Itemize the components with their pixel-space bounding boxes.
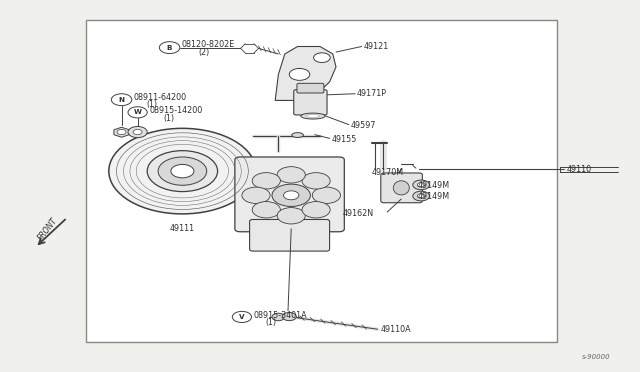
- Circle shape: [277, 167, 305, 183]
- Text: (1): (1): [163, 114, 174, 123]
- Circle shape: [111, 94, 132, 106]
- Polygon shape: [114, 127, 129, 137]
- Circle shape: [272, 184, 310, 206]
- FancyBboxPatch shape: [250, 219, 330, 251]
- Polygon shape: [275, 46, 336, 100]
- Circle shape: [289, 68, 310, 80]
- FancyBboxPatch shape: [381, 173, 422, 203]
- Text: (2): (2): [198, 48, 210, 57]
- Text: N: N: [118, 97, 125, 103]
- Text: 49155: 49155: [332, 135, 357, 144]
- Text: 49121: 49121: [364, 42, 388, 51]
- Circle shape: [128, 107, 147, 118]
- Circle shape: [242, 187, 270, 203]
- Text: 08915-3401A: 08915-3401A: [253, 311, 307, 320]
- Text: s-90000: s-90000: [582, 354, 611, 360]
- Text: 49597: 49597: [351, 121, 376, 130]
- Ellipse shape: [301, 113, 325, 119]
- Ellipse shape: [292, 133, 303, 138]
- Circle shape: [232, 311, 252, 323]
- Circle shape: [312, 187, 340, 203]
- FancyBboxPatch shape: [297, 83, 324, 93]
- Text: 49149M: 49149M: [417, 192, 449, 201]
- Text: (1): (1): [146, 100, 157, 109]
- Text: 49149M: 49149M: [417, 181, 449, 190]
- Circle shape: [417, 194, 425, 198]
- Circle shape: [117, 129, 126, 135]
- Circle shape: [171, 164, 194, 178]
- Circle shape: [272, 313, 285, 321]
- Circle shape: [413, 191, 429, 201]
- Ellipse shape: [393, 181, 410, 195]
- Circle shape: [302, 202, 330, 218]
- Circle shape: [252, 173, 280, 189]
- Text: 49171P: 49171P: [357, 89, 387, 98]
- Text: B: B: [167, 45, 172, 51]
- FancyBboxPatch shape: [235, 157, 344, 232]
- FancyBboxPatch shape: [294, 90, 327, 115]
- Text: V: V: [239, 314, 244, 320]
- Circle shape: [282, 312, 296, 321]
- Circle shape: [252, 202, 280, 218]
- Text: 08911-64200: 08911-64200: [133, 93, 186, 102]
- Circle shape: [133, 129, 142, 135]
- Text: 08120-8202E: 08120-8202E: [181, 40, 234, 49]
- Circle shape: [284, 191, 299, 200]
- Text: 49162N: 49162N: [343, 209, 374, 218]
- Circle shape: [159, 42, 180, 54]
- Circle shape: [413, 180, 429, 190]
- Circle shape: [314, 53, 330, 62]
- Circle shape: [302, 173, 330, 189]
- Text: FRONT: FRONT: [36, 216, 60, 242]
- Text: 49170M: 49170M: [371, 169, 403, 177]
- Circle shape: [128, 126, 147, 138]
- Text: 49110: 49110: [566, 165, 591, 174]
- Text: 49111: 49111: [170, 224, 195, 233]
- Circle shape: [109, 128, 256, 214]
- Text: 49110A: 49110A: [381, 326, 412, 334]
- Bar: [86, 20, 557, 342]
- Circle shape: [147, 151, 218, 192]
- Text: 08915-14200: 08915-14200: [149, 106, 202, 115]
- Text: (1): (1): [266, 318, 276, 327]
- Circle shape: [277, 208, 305, 224]
- Circle shape: [158, 157, 207, 185]
- Circle shape: [417, 183, 425, 187]
- Text: W: W: [134, 109, 141, 115]
- Ellipse shape: [306, 115, 320, 118]
